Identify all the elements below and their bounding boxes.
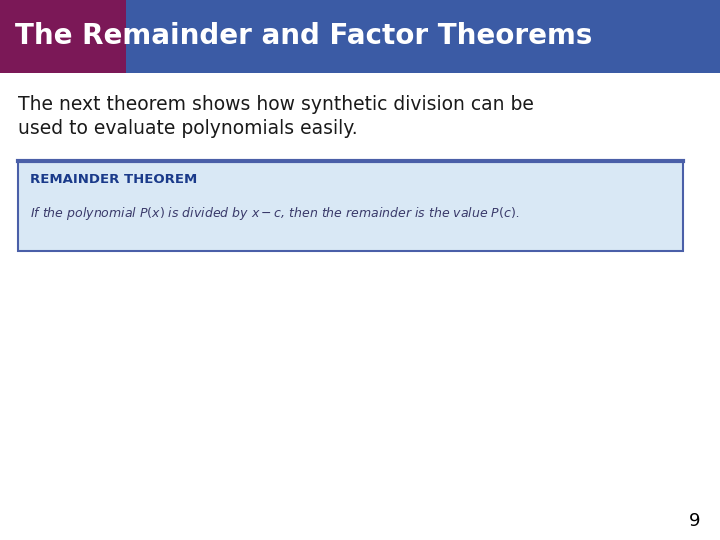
Text: The next theorem shows how synthetic division can be: The next theorem shows how synthetic div…	[18, 95, 534, 114]
Bar	[18, 161, 683, 251]
Text: 9: 9	[688, 512, 700, 530]
Text: REMAINDER THEOREM: REMAINDER THEOREM	[30, 173, 197, 186]
Text: If the polynomial $P(x)$ is divided by $x - c$, then the remainder is the value : If the polynomial $P(x)$ is divided by $…	[30, 205, 519, 222]
Text: used to evaluate polynomials easily.: used to evaluate polynomials easily.	[18, 119, 358, 138]
Bar	[0, 0, 720, 73]
Text: The Remainder and Factor Theorems: The Remainder and Factor Theorems	[15, 23, 593, 50]
Bar	[0, 0, 126, 73]
